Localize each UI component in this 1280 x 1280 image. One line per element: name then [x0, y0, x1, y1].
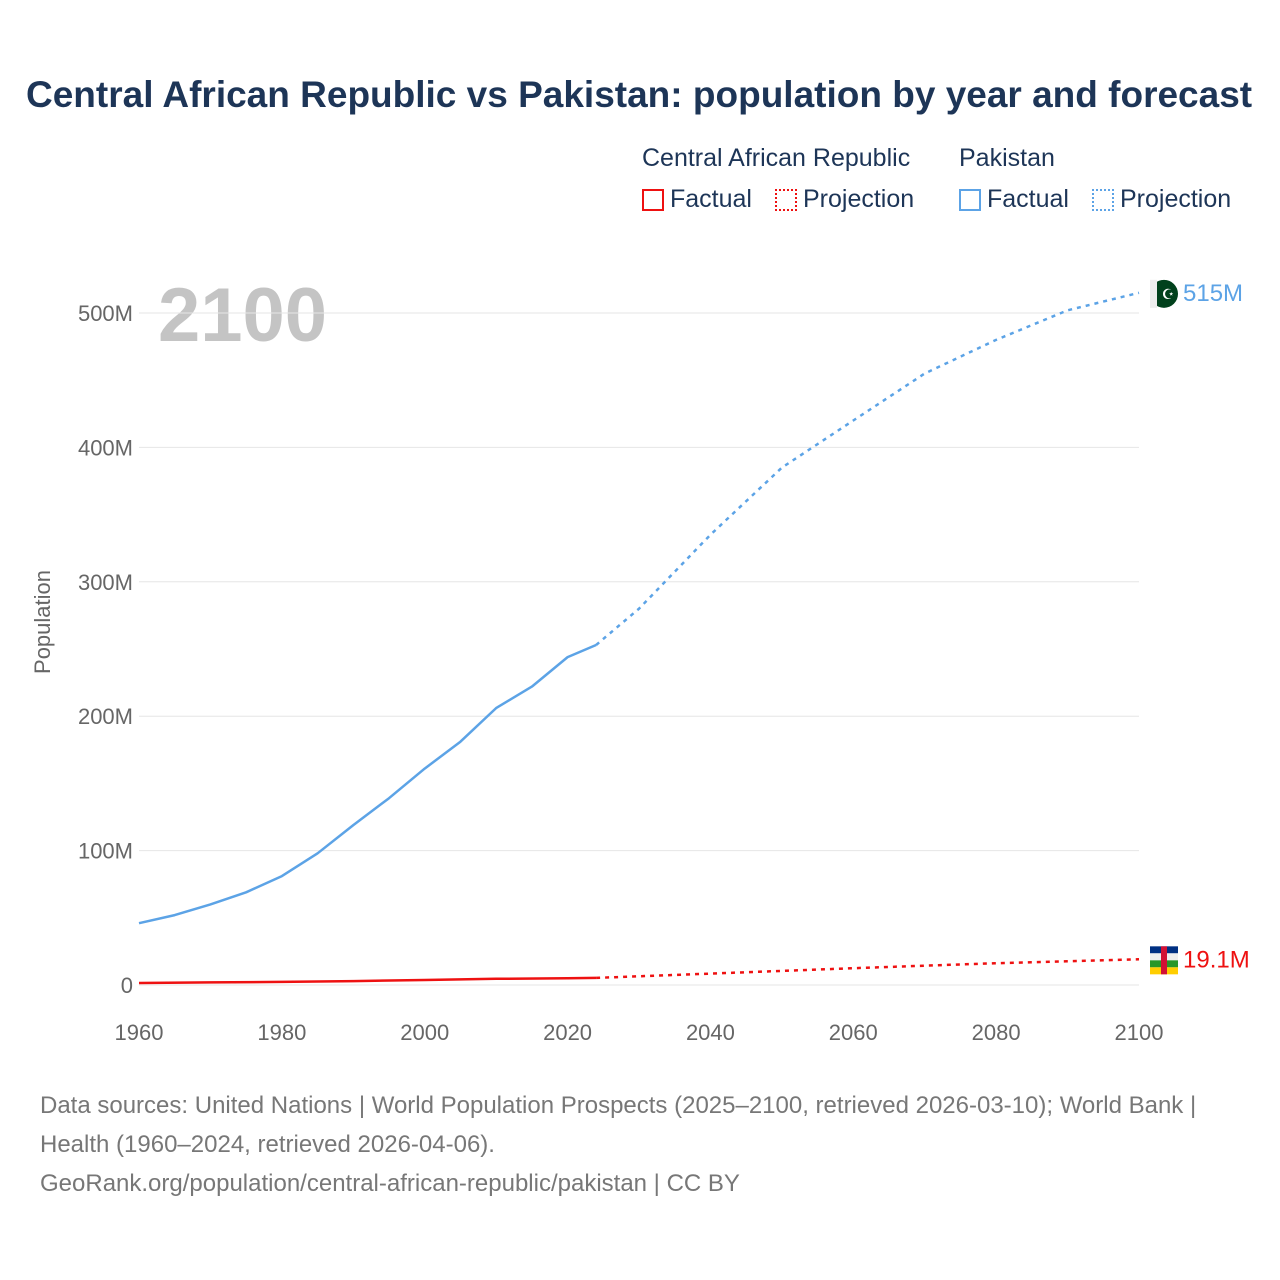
year-watermark: 2100	[158, 273, 327, 358]
solid-swatch-icon	[642, 188, 664, 211]
y-tick-label: 0	[121, 973, 133, 998]
x-tick-label: 1960	[115, 1020, 164, 1045]
x-tick-label: 2080	[972, 1020, 1021, 1045]
chart-title: Central African Republic vs Pakistan: po…	[26, 74, 1253, 115]
legend-label: Factual	[987, 185, 1069, 213]
legend-pakistan-factual[interactable]: Factual	[959, 185, 1069, 214]
data-sources: Data sources: United Nations | World Pop…	[40, 1092, 1197, 1158]
legend-group-car: Central African Republic	[642, 144, 911, 172]
y-tick-label: 300M	[78, 570, 133, 595]
pakistan-factual-line	[138, 643, 597, 925]
pakistan-end-label: 515M	[1183, 280, 1243, 307]
dotted-swatch-icon	[775, 188, 797, 211]
pakistan-projection-line	[595, 291, 1140, 646]
legend-label: Factual	[670, 185, 752, 213]
crescent-icon: ☪	[1162, 286, 1175, 302]
x-tick-label: 2000	[400, 1020, 449, 1045]
y-tick-label: 500M	[78, 301, 133, 326]
car-end-label: 19.1M	[1183, 946, 1250, 973]
dotted-swatch-icon	[1092, 188, 1114, 211]
legend-pakistan-projection[interactable]: Projection	[1092, 185, 1231, 214]
y-tick-label: 200M	[78, 704, 133, 729]
x-tick-label: 2100	[1115, 1020, 1164, 1045]
source-link[interactable]: GeoRank.org/population/central-african-r…	[40, 1170, 740, 1197]
car-projection-line	[596, 958, 1140, 980]
x-tick-label: 2060	[829, 1020, 878, 1045]
flag-stripe	[1150, 279, 1157, 308]
footer: Data sources: United Nations | World Pop…	[40, 1086, 1240, 1203]
y-tick-label: 100M	[78, 839, 133, 864]
car-factual-line	[138, 976, 597, 985]
solid-swatch-icon	[959, 188, 981, 211]
x-tick-label: 2040	[686, 1020, 735, 1045]
legend-car-projection[interactable]: Projection	[775, 185, 914, 214]
y-tick-label: 400M	[78, 435, 133, 460]
legend-car-factual[interactable]: Factual	[642, 185, 752, 214]
legend-label: Projection	[1120, 185, 1232, 213]
flag-stripe	[1161, 946, 1167, 975]
y-axis-label: Population	[30, 570, 55, 674]
x-tick-label: 1980	[257, 1020, 306, 1045]
x-tick-label: 2020	[543, 1020, 592, 1045]
legend-label: Projection	[803, 185, 915, 213]
legend-group-pakistan: Pakistan	[959, 144, 1055, 172]
